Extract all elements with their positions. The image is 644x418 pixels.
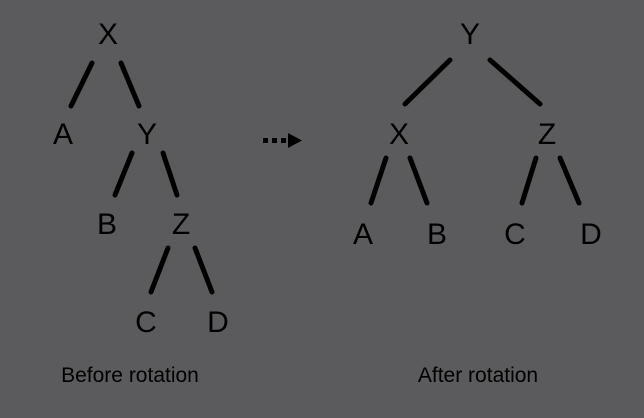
before-edge-z-c	[148, 245, 171, 295]
dashed-arrow-icon	[263, 133, 302, 148]
before-edge-x-y	[118, 60, 142, 109]
after-tree: Y X Z A B C D After rotation	[353, 18, 602, 387]
before-node-y: Y	[137, 118, 157, 151]
before-edge-x-a	[68, 60, 95, 109]
after-node-y: Y	[460, 18, 480, 51]
before-node-z: Z	[172, 208, 190, 241]
after-edge-y-z	[487, 57, 543, 107]
arrow-head	[288, 133, 302, 148]
after-node-a: A	[353, 218, 373, 251]
after-node-c: C	[504, 218, 526, 251]
before-node-c: C	[135, 306, 157, 339]
after-edge-x-a	[368, 155, 389, 206]
before-node-a: A	[53, 118, 73, 151]
before-edge-y-z	[160, 150, 180, 198]
before-node-x: X	[98, 18, 118, 51]
before-node-d: D	[207, 306, 229, 339]
arrow-dash-1	[263, 138, 268, 143]
after-node-z: Z	[538, 118, 556, 151]
after-node-x: X	[389, 118, 409, 151]
after-edge-y-x	[402, 57, 453, 107]
before-caption: Before rotation	[61, 364, 199, 387]
arrow-dash-3	[281, 138, 286, 143]
after-edge-z-c	[519, 155, 539, 206]
before-edge-z-d	[192, 245, 215, 295]
after-edge-x-b	[407, 155, 430, 206]
before-node-b: B	[97, 208, 117, 241]
after-node-d: D	[580, 218, 602, 251]
after-edge-z-d	[557, 155, 582, 206]
arrow-dash-2	[272, 138, 277, 143]
before-edge-y-b	[112, 150, 135, 198]
after-caption: After rotation	[418, 364, 538, 387]
before-tree: X A Y B Z C D Before rotation	[53, 18, 229, 387]
after-node-b: B	[427, 218, 447, 251]
